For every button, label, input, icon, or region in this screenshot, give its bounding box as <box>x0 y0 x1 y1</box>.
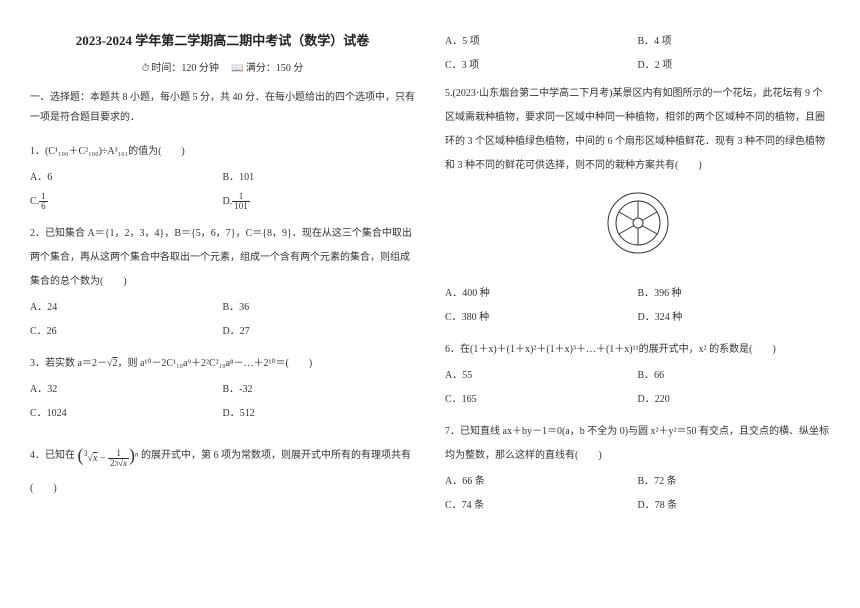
q7-opt-b: B．72 条 <box>638 470 831 494</box>
q7-text: 7．已知直线 ax＋by－1＝0(a，b 不全为 0)与圆 x²＋y²＝50 有… <box>445 420 830 468</box>
q7-opt-c: C．74 条 <box>445 494 638 518</box>
q2-opt-c: C．26 <box>30 320 223 344</box>
q5-opt-b: B．396 种 <box>638 282 831 306</box>
q1-text: 1．(C¹₁₀₀＋C²₁₀₀)÷A³₁₀₁的值为( ) <box>30 140 415 164</box>
question-7: 7．已知直线 ax＋by－1＝0(a，b 不全为 0)与圆 x²＋y²＝50 有… <box>445 420 830 518</box>
q3-text: 3．若实数 a＝2－√2，则 a¹⁰－2C¹₁₀a⁹＋2²C²₁₀a⁸－…＋2¹… <box>30 352 415 376</box>
q3-opt-d: D．512 <box>223 402 416 426</box>
q1-opt-d: D.1101 <box>223 190 416 214</box>
q3-opt-c: C．1024 <box>30 402 223 426</box>
q2-opt-d: D．27 <box>223 320 416 344</box>
q2-text: 2．已知集合 A＝{1，2，3，4}，B＝{5，6，7}，C＝{8，9}．现在从… <box>30 222 415 294</box>
book-icon: 📖 <box>231 63 243 74</box>
q7-opt-d: D．78 条 <box>638 494 831 518</box>
q7-opt-a: A．66 条 <box>445 470 638 494</box>
clock-icon: ⏱ <box>142 63 150 74</box>
q1-opt-a: A．6 <box>30 166 223 190</box>
full-text: 满分：150 分 <box>246 63 304 74</box>
question-2: 2．已知集合 A＝{1，2，3，4}，B＝{5，6，7}，C＝{8，9}．现在从… <box>30 222 415 344</box>
question-4: 4．已知在 (3√x − 123√x)n 的展开式中，第 6 项为常数项，则展开… <box>30 434 415 501</box>
q4-opt-d: D．2 项 <box>638 54 831 78</box>
q1-opt-b: B．101 <box>223 166 416 190</box>
question-1: 1．(C¹₁₀₀＋C²₁₀₀)÷A³₁₀₁的值为( ) A．6 B．101 C.… <box>30 140 415 214</box>
q5-opt-c: C．380 种 <box>445 306 638 330</box>
q5-opt-a: A．400 种 <box>445 282 638 306</box>
question-6: 6．在(1＋x)＋(1＋x)²＋(1＋x)³＋…＋(1＋x)¹¹的展开式中，x²… <box>445 338 830 412</box>
question-3: 3．若实数 a＝2－√2，则 a¹⁰－2C¹₁₀a⁹＋2²C²₁₀a⁸－…＋2¹… <box>30 352 415 426</box>
q5-text: 5.(2023·山东烟台第二中学高二下月考)某景区内有如图所示的一个花坛，此花坛… <box>445 82 830 178</box>
q5-opt-d: D．324 种 <box>638 306 831 330</box>
exam-title: 2023-2024 学年第二学期高二期中考试（数学）试卷 <box>30 30 415 49</box>
exam-meta: ⏱时间：120 分钟 📖满分：150 分 <box>30 59 415 74</box>
q2-opt-a: A．24 <box>30 296 223 320</box>
q4-text: 4．已知在 (3√x − 123√x)n 的展开式中，第 6 项为常数项，则展开… <box>30 434 415 501</box>
q3-opt-a: A．32 <box>30 378 223 402</box>
q6-opt-d: D．220 <box>638 388 831 412</box>
question-5: 5.(2023·山东烟台第二中学高二下月考)某景区内有如图所示的一个花坛，此花坛… <box>445 82 830 330</box>
q1-opt-c: C.16 <box>30 190 223 214</box>
q6-opt-a: A．55 <box>445 364 638 388</box>
q6-text: 6．在(1＋x)＋(1＋x)²＋(1＋x)³＋…＋(1＋x)¹¹的展开式中，x²… <box>445 338 830 362</box>
q4-opt-b: B．4 项 <box>638 30 831 54</box>
q6-opt-c: C．165 <box>445 388 638 412</box>
q3-opt-b: B．-32 <box>223 378 416 402</box>
flower-bed-diagram <box>445 188 830 268</box>
q4-opt-a: A．5 项 <box>445 30 638 54</box>
time-text: 时间：120 分钟 <box>151 63 219 74</box>
q4-opt-c: C．3 项 <box>445 54 638 78</box>
q6-opt-b: B．66 <box>638 364 831 388</box>
section-1-header: 一、选择题：本题共 8 小题，每小题 5 分，共 40 分．在每小题给出的四个选… <box>30 88 415 128</box>
q2-opt-b: B．36 <box>223 296 416 320</box>
